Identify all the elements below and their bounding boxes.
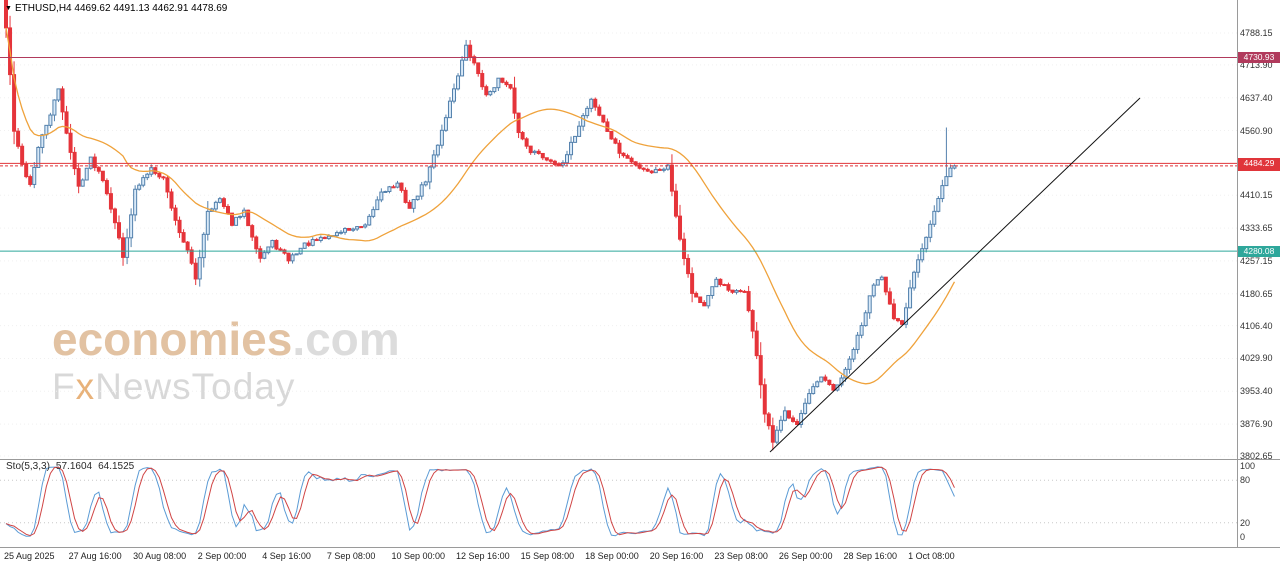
watermark-fx-f: F xyxy=(52,366,76,407)
time-axis-label: 7 Sep 08:00 xyxy=(326,551,376,561)
price-badge: 4730.93 xyxy=(1238,52,1280,64)
price-axis-label: 3876.90 xyxy=(1240,419,1273,430)
symbol-header: ▼ ETHUSD,H4 4469.62 4491.13 4462.91 4478.… xyxy=(5,3,227,14)
price-axis-label: 4713.90 xyxy=(1240,59,1273,70)
time-axis-label: 10 Sep 00:00 xyxy=(391,551,446,561)
time-axis-label: 18 Sep 00:00 xyxy=(585,551,639,561)
time-axis-label: 2 Sep 00:00 xyxy=(197,551,247,561)
indicator-name: Sto(5,3,3) xyxy=(6,461,50,472)
time-axis-label: 25 Aug 2025 xyxy=(4,551,55,561)
time-axis-label: 4 Sep 16:00 xyxy=(262,551,311,561)
watermark-economies: economies.com xyxy=(52,316,400,362)
collapse-triangle-icon[interactable]: ▼ xyxy=(5,5,12,12)
time-axis-label: 23 Sep 08:00 xyxy=(714,551,768,561)
watermark-tld: .com xyxy=(292,313,400,365)
price-axis-label: 3953.40 xyxy=(1240,386,1273,397)
price-axis-label: 4560.90 xyxy=(1240,125,1273,136)
time-axis-label: 1 Oct 08:00 xyxy=(908,551,955,561)
watermark-fxnewstoday: FxNewsToday xyxy=(52,368,400,405)
price-badge: 4484.29 xyxy=(1238,157,1280,169)
watermark-brand: economies xyxy=(52,313,293,365)
price-axis-label: 3802.65 xyxy=(1240,451,1273,461)
watermark: economies.com FxNewsToday xyxy=(52,316,400,405)
stoch-axis-label: 100 xyxy=(1240,461,1256,471)
price-axis-label: 4410.15 xyxy=(1240,190,1273,201)
stoch-axis-label: 0 xyxy=(1240,532,1246,542)
stoch-axis-label: 80 xyxy=(1240,475,1251,486)
watermark-fx-x: x xyxy=(75,366,96,407)
time-axis-label: 30 Aug 08:00 xyxy=(133,551,187,561)
time-axis-label: 12 Sep 16:00 xyxy=(456,551,510,561)
indicator-k-value: 57.1604 xyxy=(55,461,93,472)
price-badge: 4280.08 xyxy=(1238,245,1280,257)
stoch-axis-label: 20 xyxy=(1240,517,1251,528)
price-axis-label: 4333.65 xyxy=(1240,223,1273,234)
symbol-info-text: ETHUSD,H4 4469.62 4491.13 4462.91 4478.6… xyxy=(14,3,228,14)
price-axis-label: 4637.40 xyxy=(1240,92,1273,103)
watermark-fx-rest: NewsToday xyxy=(95,366,296,407)
price-axis-label: 4257.15 xyxy=(1240,255,1273,266)
time-axis-label: 26 Sep 00:00 xyxy=(778,551,833,561)
time-axis-label: 20 Sep 16:00 xyxy=(649,551,704,561)
indicator-d-value: 64.1525 xyxy=(98,461,135,472)
price-axis-label: 4788.15 xyxy=(1240,28,1273,38)
indicator-label: Sto(5,3,3) 57.1604 64.1525 xyxy=(6,461,140,472)
price-axis-label: 4029.90 xyxy=(1240,353,1273,364)
price-axis-label: 4180.65 xyxy=(1240,288,1273,299)
time-axis-label: 27 Aug 16:00 xyxy=(68,551,122,561)
time-axis-label: 15 Sep 08:00 xyxy=(520,551,575,561)
time-axis-label: 28 Sep 16:00 xyxy=(843,551,898,561)
price-axis-label: 4106.40 xyxy=(1240,320,1273,331)
